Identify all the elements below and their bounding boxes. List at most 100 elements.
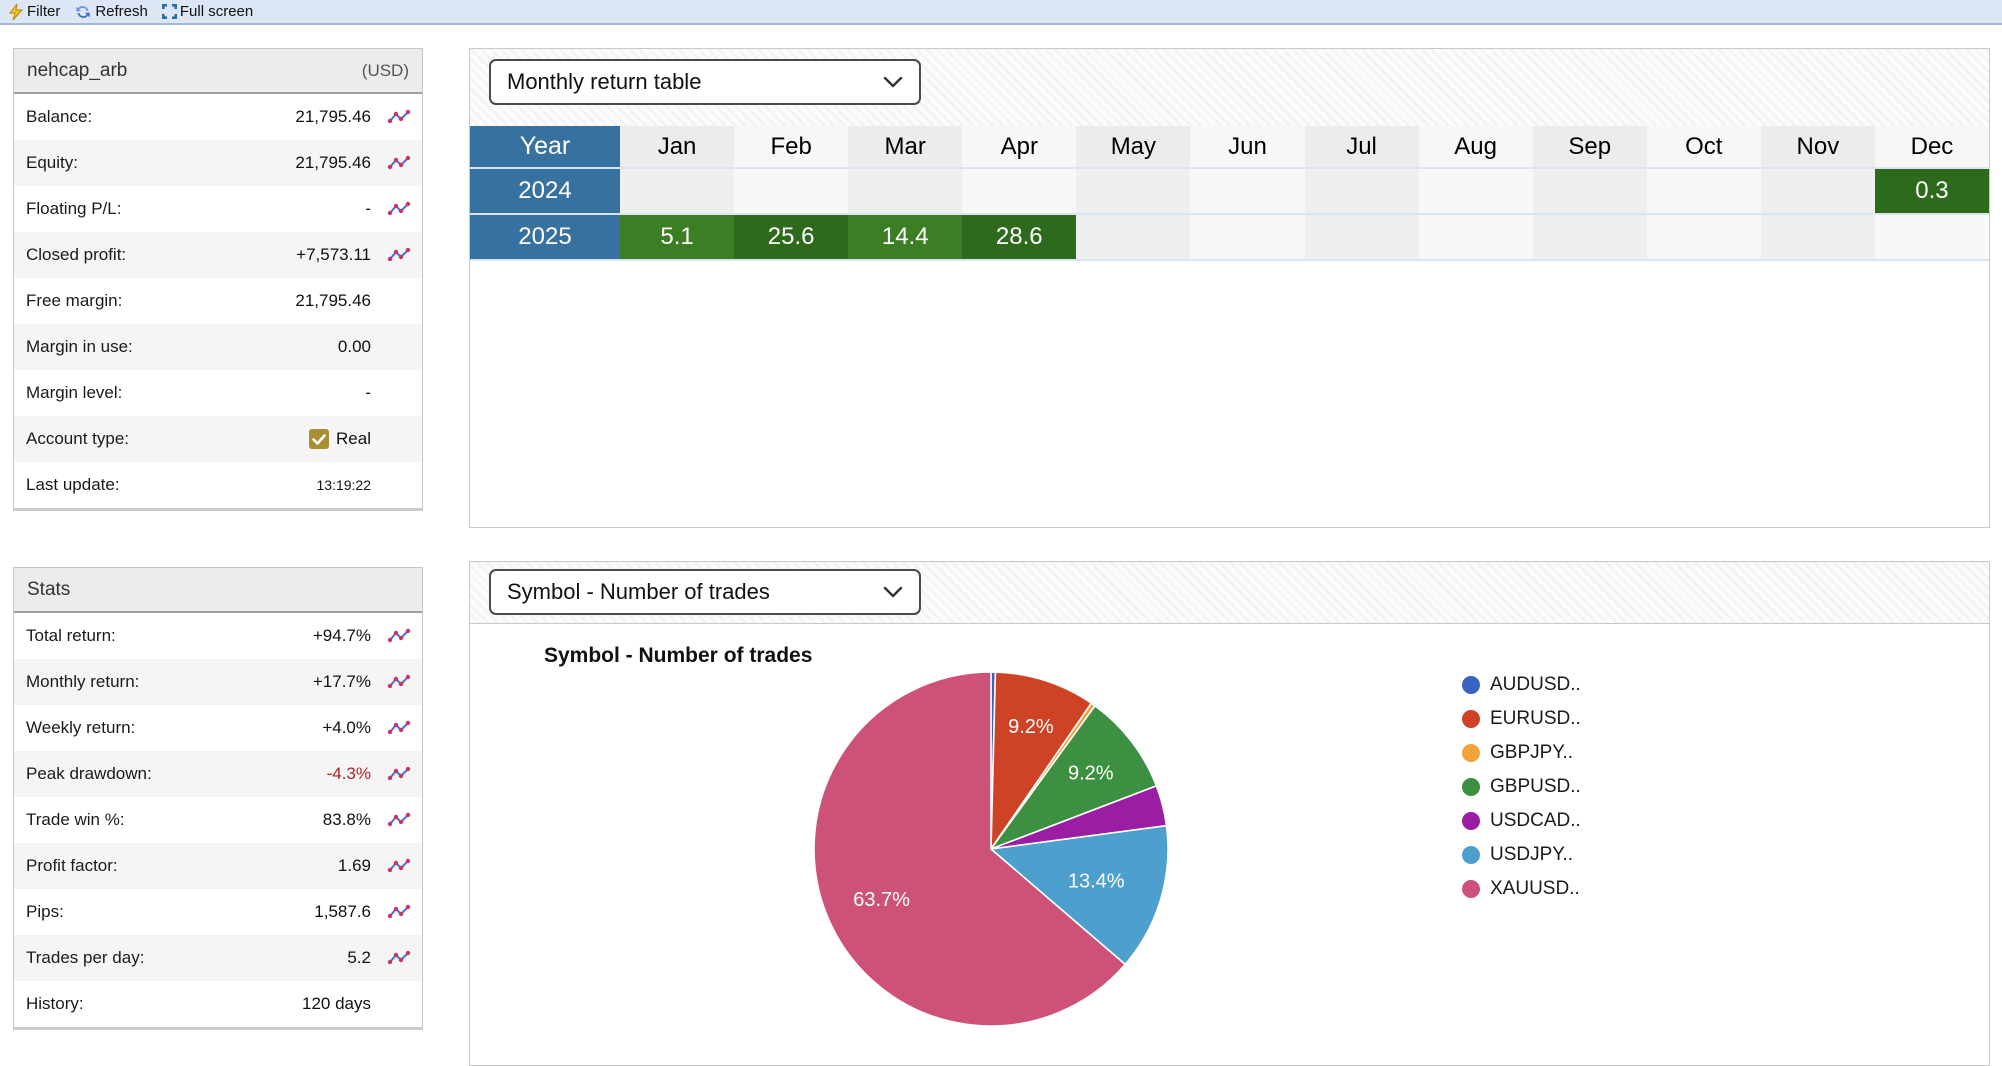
monthly-panel-toolbar: Monthly return table [470,49,1989,126]
chart-line-icon[interactable] [387,857,411,875]
refresh-icon [76,5,91,18]
chart-line-icon[interactable] [387,719,411,737]
monthly-return-cell: 5.1 [620,215,735,261]
legend-item-gbpjpy[interactable]: GBPJPY.. [1462,736,1581,770]
row-value: +94.7% [312,626,371,645]
legend-label: USDCAD.. [1490,810,1581,831]
row-value: -4.3% [326,764,371,783]
chart-line-icon[interactable] [387,949,411,967]
monthly-view-select[interactable]: Monthly return table [489,59,921,105]
year-cell: 2025 [470,215,620,261]
month-header-cell: Aug [1418,126,1533,169]
chart-line-icon[interactable] [387,200,411,218]
toolbar-button-label: Full screen [179,3,254,20]
pie-slice-label: 9.2% [1008,716,1054,738]
pie-legend: AUDUSD.. EURUSD.. GBPJPY.. GBPUSD.. USDCAD..… [1462,668,1581,906]
legend-label: AUDUSD.. [1490,674,1581,695]
row-value: +17.7% [312,672,371,691]
monthly-return-cell: 0.3 [1874,169,1989,215]
row-value: Real [336,429,371,448]
legend-label: GBPUSD.. [1490,776,1581,797]
account-row: Margin level: - [14,370,422,416]
monthly-return-panel: Monthly return table Year Jan Feb Mar Apr May… [469,48,1990,528]
month-header-cell: Oct [1646,126,1761,169]
row-value: 13:19:22 [316,477,372,493]
legend-dot [1462,676,1480,694]
fullscreen-icon [161,4,177,19]
stats-row: Monthly return: +17.7% [14,659,422,705]
legend-item-usdjpy[interactable]: USDJPY.. [1462,838,1581,872]
year-cell: 2024 [470,169,620,215]
month-header-cell: May [1076,126,1191,169]
legend-dot [1462,778,1480,796]
chevron-down-icon [883,586,903,598]
chart-line-icon[interactable] [387,811,411,829]
refresh-button[interactable]: Refresh [74,3,148,20]
symbol-view-select[interactable]: Symbol - Number of trades [489,569,921,615]
filter-button[interactable]: Filter [8,3,60,21]
month-header-cell: Jun [1190,126,1305,169]
month-header-cell: Jan [620,126,735,169]
legend-item-xauusd[interactable]: XAUUSD.. [1462,872,1581,906]
account-row: Last update: 13:19:22 [14,462,422,508]
legend-item-audusd[interactable]: AUDUSD.. [1462,668,1581,702]
legend-item-gbpusd[interactable]: GBPUSD.. [1462,770,1581,804]
pie-slice-gbpusd[interactable] [990,705,1158,850]
monthly-return-cell: 28.6 [962,215,1077,261]
monthly-empty-cell [1190,215,1305,261]
chart-line-icon[interactable] [387,246,411,264]
stats-row: Weekly return: +4.0% [14,705,422,751]
account-panel-header: nehcap_arb (USD) [14,49,422,94]
account-currency: (USD) [361,60,409,80]
symbol-trades-pie-chart: 9.2% 9.2% 13.4% 63.7% [813,671,1169,1027]
chart-line-icon[interactable] [387,903,411,921]
monthly-empty-cell [1418,215,1533,261]
monthly-view-select-value: Monthly return table [507,69,702,94]
monthly-empty-cell [1304,169,1419,215]
row-icon-cell [371,627,411,645]
stats-title: Stats [27,578,71,600]
row-icon-cell [371,857,411,875]
full-screen-button[interactable]: Full screen [161,3,254,20]
chart-line-icon[interactable] [387,154,411,172]
pie-slice-eurusd[interactable] [990,671,1093,850]
stats-panel: Stats Total return: +94.7% Monthly return:… [13,567,423,1030]
row-value: 120 days [302,994,371,1013]
chevron-down-icon [883,76,903,88]
account-row: Margin in use: 0.00 [14,324,422,370]
row-value: 1.69 [337,856,371,875]
chart-line-icon[interactable] [387,108,411,126]
legend-item-usdcad[interactable]: USDCAD.. [1462,804,1581,838]
month-header-cell: Mar [848,126,963,169]
legend-item-eurusd[interactable]: EURUSD.. [1462,702,1581,736]
row-value: 1,587.6 [314,902,371,921]
pie-slice-xauusd[interactable] [813,671,1126,1027]
monthly-empty-cell [1418,169,1533,215]
toolbar-button-label: Filter [27,3,61,20]
stats-row: Peak drawdown: -4.3% [14,751,422,797]
chart-line-icon[interactable] [387,765,411,783]
lightning-icon [8,3,24,20]
row-label: Weekly return: [26,718,136,737]
chart-line-icon[interactable] [387,627,411,645]
account-row: Closed profit: +7,573.11 [14,232,422,278]
monthly-empty-cell [848,169,963,215]
legend-dot [1462,812,1480,830]
row-label: Peak drawdown: [26,764,152,783]
pie-slice-usdjpy[interactable] [990,824,1169,966]
row-label: Profit factor: [26,856,118,875]
monthly-empty-cell [620,169,735,215]
account-row: Floating P/L: - [14,186,422,232]
row-label: Monthly return: [26,672,140,691]
row-label: Floating P/L: [26,199,122,218]
chart-line-icon[interactable] [387,673,411,691]
stats-row: History: 120 days [14,981,422,1027]
row-label: Pips: [26,902,64,921]
legend-label: USDJPY.. [1490,844,1574,865]
row-value: 83.8% [322,810,371,829]
account-name: nehcap_arb [27,59,128,81]
row-label: Trade win %: [26,810,125,829]
monthly-empty-cell [1076,169,1191,215]
legend-label: XAUUSD.. [1490,878,1580,899]
pie-slice-label: 9.2% [1068,763,1114,785]
